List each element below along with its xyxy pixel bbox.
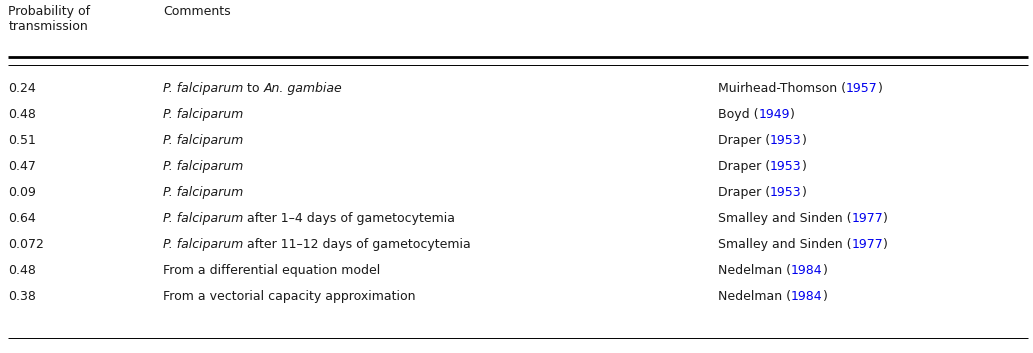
Text: 1984: 1984 [791, 290, 822, 303]
Text: 0.072: 0.072 [8, 238, 44, 251]
Text: Draper (: Draper ( [718, 134, 770, 147]
Text: Nedelman (: Nedelman ( [718, 290, 791, 303]
Text: P. falciparum: P. falciparum [163, 82, 244, 95]
Text: From a differential equation model: From a differential equation model [163, 264, 380, 277]
Text: Smalley and Sinden (: Smalley and Sinden ( [718, 238, 851, 251]
Text: Boyd (: Boyd ( [718, 108, 758, 121]
Text: From a vectorial capacity approximation: From a vectorial capacity approximation [163, 290, 415, 303]
Text: 0.24: 0.24 [8, 82, 36, 95]
Text: ): ) [883, 238, 888, 251]
Text: ): ) [878, 82, 882, 95]
Text: 0.48: 0.48 [8, 108, 36, 121]
Text: 1949: 1949 [758, 108, 790, 121]
Text: after 11–12 days of gametocytemia: after 11–12 days of gametocytemia [244, 238, 471, 251]
Text: Draper (: Draper ( [718, 160, 770, 173]
Text: 0.51: 0.51 [8, 134, 36, 147]
Text: Probability of
transmission: Probability of transmission [8, 5, 91, 33]
Text: P. falciparum: P. falciparum [163, 238, 244, 251]
Text: ): ) [802, 160, 807, 173]
Text: 1977: 1977 [851, 212, 883, 225]
Text: 1977: 1977 [851, 238, 883, 251]
Text: 0.38: 0.38 [8, 290, 36, 303]
Text: 1953: 1953 [770, 186, 802, 199]
Text: 1957: 1957 [846, 82, 878, 95]
Text: P. falciparum: P. falciparum [163, 212, 244, 225]
Text: P. falciparum: P. falciparum [163, 108, 244, 121]
Text: 0.47: 0.47 [8, 160, 36, 173]
Text: Comments: Comments [163, 5, 230, 18]
Text: 0.09: 0.09 [8, 186, 36, 199]
Text: ): ) [883, 212, 888, 225]
Text: Nedelman (: Nedelman ( [718, 264, 791, 277]
Text: Smalley and Sinden (: Smalley and Sinden ( [718, 212, 851, 225]
Text: Draper (: Draper ( [718, 186, 770, 199]
Text: P. falciparum: P. falciparum [163, 186, 244, 199]
Text: 1953: 1953 [770, 134, 802, 147]
Text: ): ) [802, 186, 807, 199]
Text: after 1–4 days of gametocytemia: after 1–4 days of gametocytemia [244, 212, 456, 225]
Text: ): ) [822, 290, 827, 303]
Text: Muirhead-Thomson (: Muirhead-Thomson ( [718, 82, 846, 95]
Text: ): ) [822, 264, 827, 277]
Text: to: to [244, 82, 264, 95]
Text: P. falciparum: P. falciparum [163, 134, 244, 147]
Text: An. gambiae: An. gambiae [264, 82, 343, 95]
Text: P. falciparum: P. falciparum [163, 160, 244, 173]
Text: 0.64: 0.64 [8, 212, 36, 225]
Text: 0.48: 0.48 [8, 264, 36, 277]
Text: ): ) [790, 108, 794, 121]
Text: 1953: 1953 [770, 160, 802, 173]
Text: ): ) [802, 134, 807, 147]
Text: 1984: 1984 [791, 264, 822, 277]
